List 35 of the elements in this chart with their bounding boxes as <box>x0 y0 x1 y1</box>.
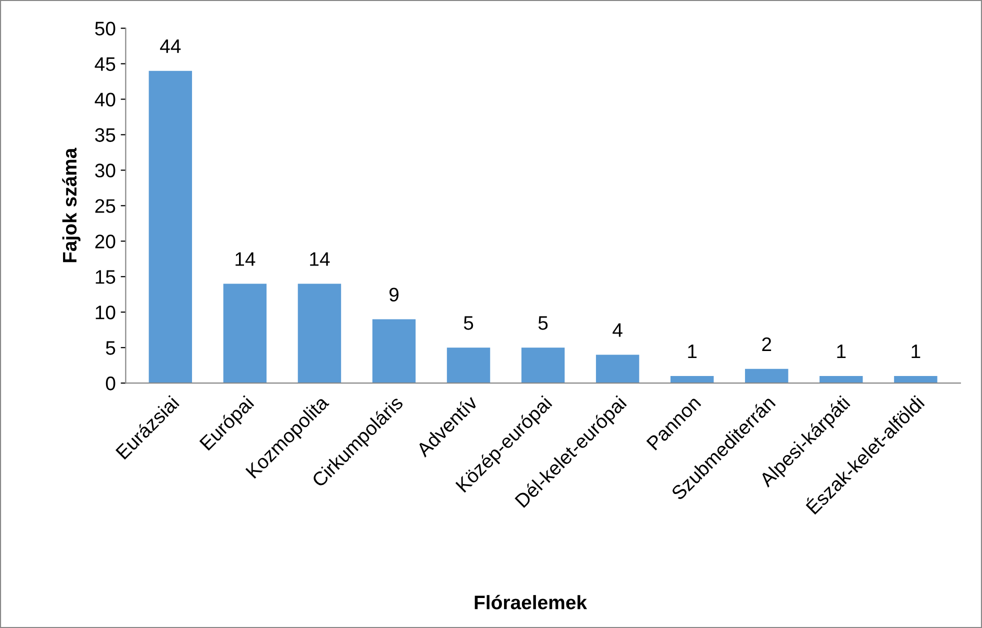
data-label: 14 <box>310 252 330 266</box>
y-tick-label: 35 <box>95 128 116 142</box>
y-tick-label: 5 <box>106 341 116 355</box>
y-tick-label: 10 <box>96 306 116 320</box>
bar <box>223 284 267 384</box>
bar <box>745 368 788 384</box>
y-axis-title: Fajok száma <box>62 148 80 262</box>
bar <box>596 354 640 384</box>
data-label: 2 <box>762 337 772 351</box>
data-label: 1 <box>837 344 846 358</box>
bar <box>446 348 490 384</box>
y-tick-label: 40 <box>94 92 116 106</box>
y-tick-label: 45 <box>94 57 116 71</box>
data-label: 14 <box>236 252 256 266</box>
bar <box>148 70 192 384</box>
y-tick-label: 25 <box>95 199 116 213</box>
y-tick-label: 30 <box>95 164 116 178</box>
bar <box>820 376 863 384</box>
data-label: 5 <box>464 316 474 330</box>
data-label: 1 <box>912 344 920 358</box>
data-label: 9 <box>389 288 398 302</box>
bar <box>372 319 416 384</box>
bar <box>521 348 565 384</box>
data-label: 5 <box>538 316 548 330</box>
data-label: 44 <box>160 40 181 53</box>
bar <box>298 284 342 384</box>
y-tick-label: 0 <box>106 376 116 390</box>
x-axis-title: Flóraelemek <box>474 594 588 610</box>
data-label: 4 <box>612 323 622 337</box>
bar <box>894 376 938 384</box>
data-label: 1 <box>688 344 697 358</box>
bar <box>670 376 714 384</box>
y-tick-label: 15 <box>96 270 116 284</box>
y-tick-label: 50 <box>95 22 116 36</box>
y-tick-label: 20 <box>95 234 116 248</box>
